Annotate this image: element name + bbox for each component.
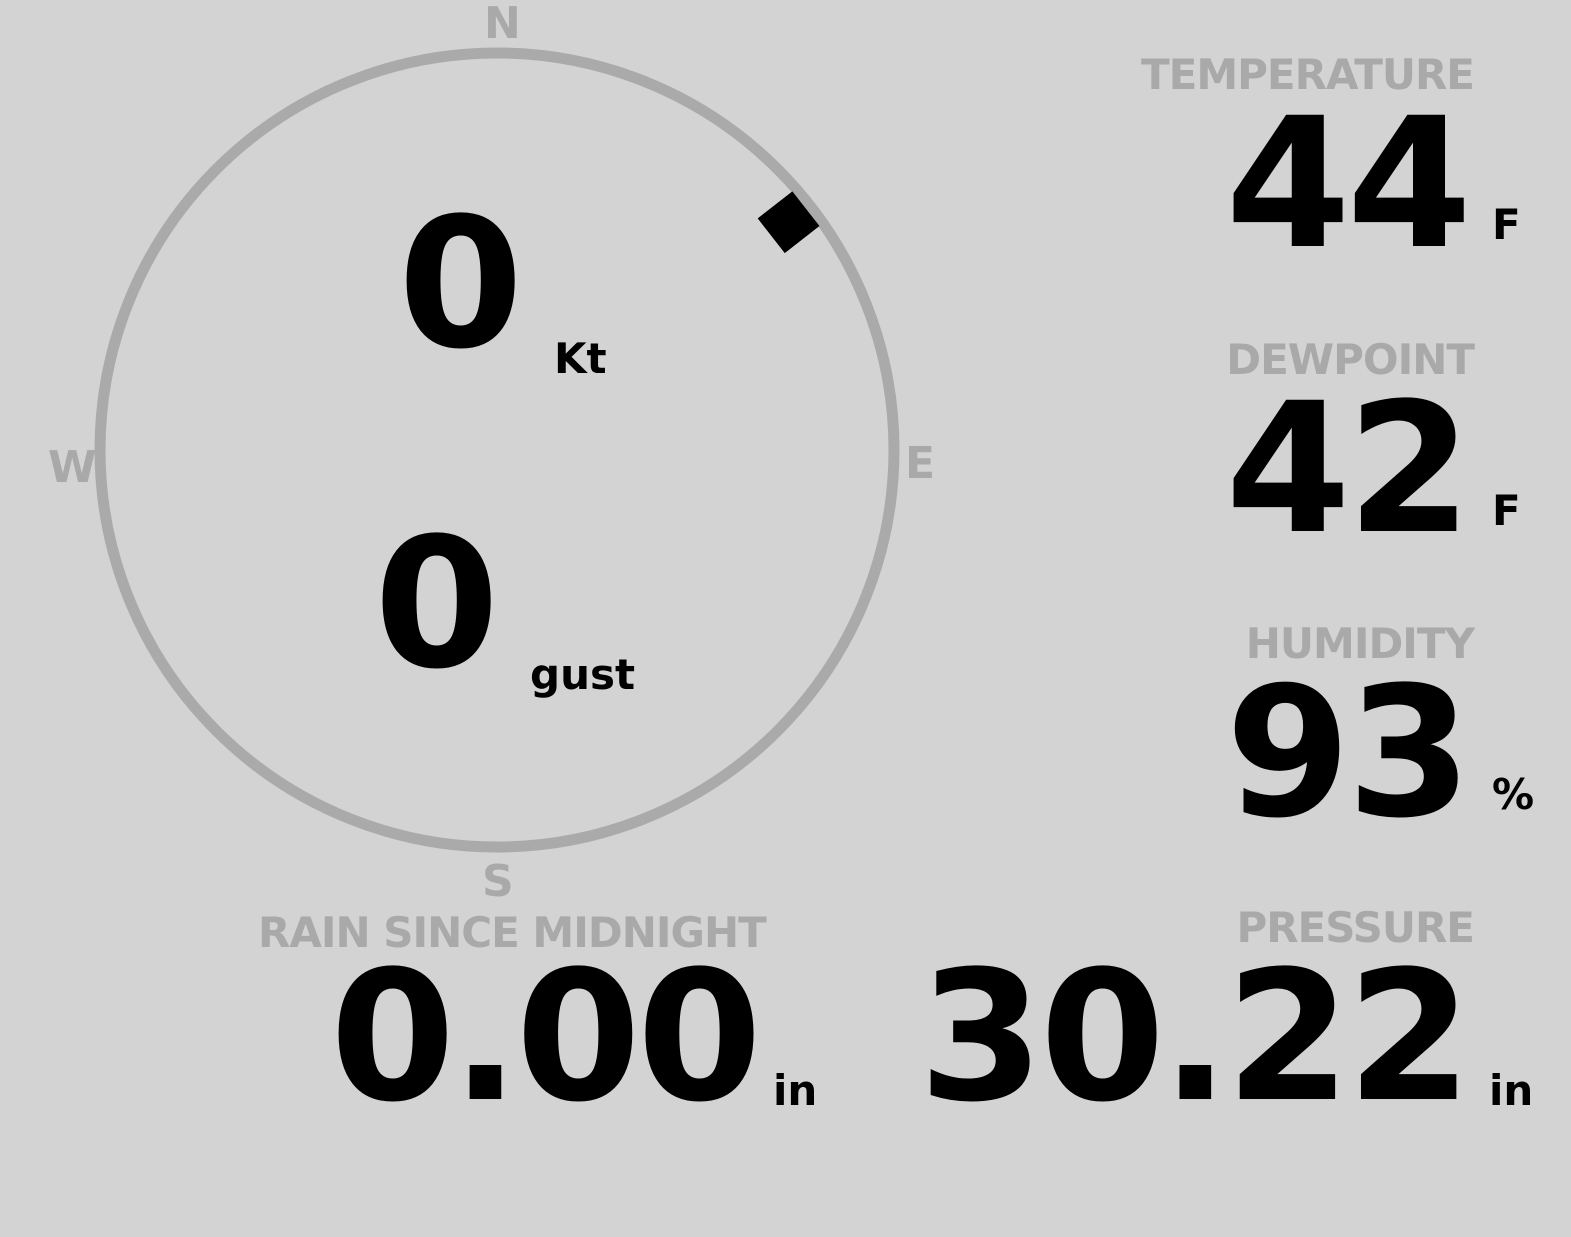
compass-east: E [905, 438, 936, 489]
pressure-unit: in [1489, 1066, 1534, 1115]
compass-north: N [484, 0, 521, 49]
wind-speed-unit: Kt [554, 334, 607, 383]
wind-speed-value: 0 [398, 180, 523, 389]
dewpoint-value: 42 [1225, 365, 1472, 574]
temperature-label: TEMPERATURE [1141, 50, 1475, 99]
temperature-unit: F [1492, 200, 1521, 249]
compass-ring [94, 47, 900, 853]
compass-west: W [48, 442, 97, 493]
humidity-label: HUMIDITY [1245, 619, 1475, 668]
pressure-value: 30.22 [918, 933, 1472, 1142]
wind-direction-marker [757, 191, 820, 254]
rain-label: RAIN SINCE MIDNIGHT [258, 908, 767, 957]
pressure-label: PRESSURE [1236, 903, 1475, 952]
rain-unit: in [773, 1066, 818, 1115]
wind-gust-value: 0 [374, 500, 499, 709]
wind-gust-label: gust [530, 650, 636, 699]
dewpoint-unit: F [1492, 486, 1521, 535]
temperature-value: 44 [1225, 80, 1472, 289]
rain-value: 0.00 [330, 933, 762, 1142]
compass-south: S [482, 856, 514, 907]
humidity-unit: % [1492, 770, 1535, 819]
dewpoint-label: DEWPOINT [1226, 335, 1475, 384]
humidity-value: 93 [1225, 649, 1472, 858]
